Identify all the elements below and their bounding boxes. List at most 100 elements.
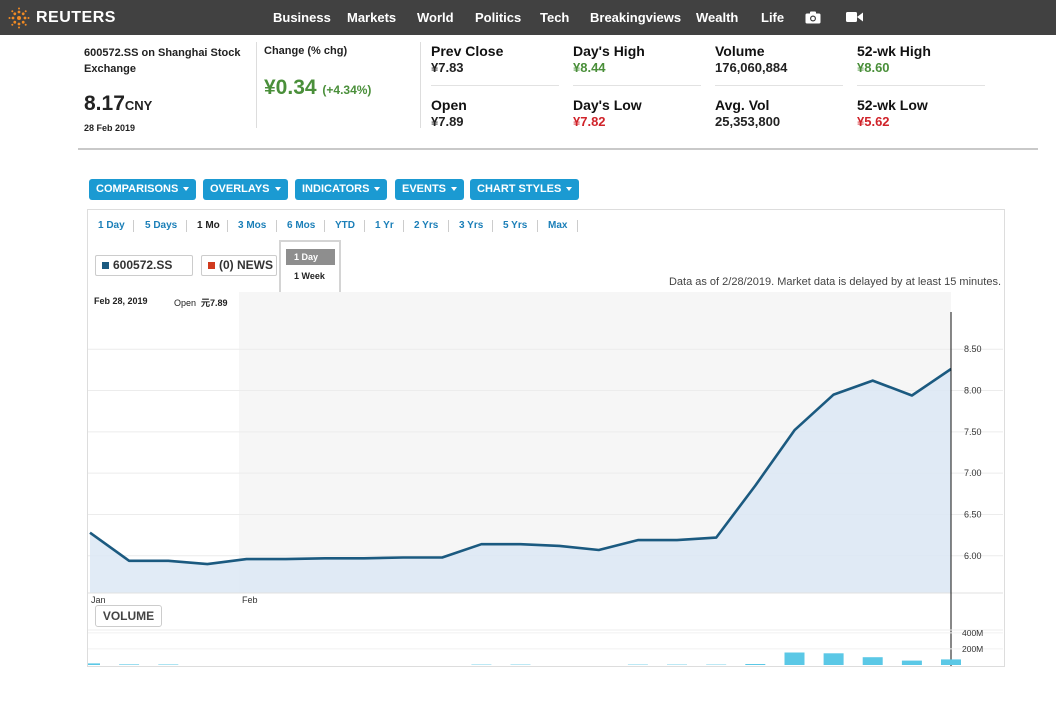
ohlc-low-value: 元7.82 [339, 298, 367, 308]
prev-close-value: ¥7.83 [431, 60, 464, 75]
events-button[interactable]: EVENTS [395, 179, 465, 200]
divider [448, 220, 449, 232]
range-5-yrs[interactable]: 5 Yrs [503, 220, 528, 231]
ohlc-high: High 元8.44 [248, 296, 298, 309]
divider [577, 220, 578, 232]
reuters-logo[interactable]: REUTERS [8, 7, 116, 29]
chart-styles-button[interactable]: CHART STYLES [470, 179, 580, 200]
interval-dropdown: 1 Day 1 Week [279, 240, 341, 295]
divider [492, 220, 493, 232]
range-1-day[interactable]: 1 Day [98, 220, 125, 231]
events-label: EVENTS [402, 183, 447, 195]
caret-down-icon [451, 187, 458, 192]
brand-name: REUTERS [36, 9, 116, 26]
range-3-yrs[interactable]: 3 Yrs [459, 220, 484, 231]
news-color-swatch [208, 262, 215, 270]
comparisons-label: COMPARISONS [96, 183, 179, 195]
change-percent: (+4.34%) [322, 83, 372, 97]
wk52-high-label: 52-wk High [857, 43, 931, 59]
nav-politics[interactable]: Politics [475, 10, 522, 25]
quote-date: 28 Feb 2019 [84, 123, 136, 133]
divider [227, 220, 228, 232]
caret-down-icon [183, 187, 190, 192]
nav-wealth[interactable]: Wealth [696, 10, 739, 25]
divider [276, 220, 277, 232]
caret-down-icon [274, 187, 281, 192]
divider [431, 85, 559, 86]
chart-styles-label: CHART STYLES [477, 183, 562, 195]
camera-icon[interactable] [805, 11, 821, 24]
volume-value: 176,060,884 [715, 60, 788, 75]
wk52-high-value: ¥8.60 [857, 60, 890, 75]
range-max[interactable]: Max [548, 220, 568, 231]
nav-breakingviews[interactable]: Breakingviews [590, 10, 682, 25]
ohlc-open-value: 元7.89 [201, 298, 228, 308]
change-value: ¥0.34 (+4.34%) [264, 76, 371, 100]
range-3-mos[interactable]: 3 Mos [238, 220, 267, 231]
nav-markets[interactable]: Markets [347, 10, 397, 25]
nav-world[interactable]: World [417, 10, 454, 25]
ohlc-low: Low 元7.82 [318, 296, 366, 309]
caret-down-icon [566, 187, 573, 192]
days-low-value: ¥7.82 [573, 114, 606, 129]
days-high-value: ¥8.44 [573, 60, 606, 75]
video-camera-icon[interactable] [846, 11, 863, 23]
news-legend-chip[interactable]: (0) NEWS [201, 255, 277, 276]
ohlc-date-value: Feb 28, 2019 [94, 296, 148, 306]
security-name: 600572.SS on Shanghai Stock Exchange [84, 47, 241, 75]
symbol-legend-label: 600572.SS [113, 258, 173, 272]
range-1-mo[interactable]: 1 Mo [197, 220, 220, 231]
range-6-mos[interactable]: 6 Mos [287, 220, 316, 231]
ohlc-low-label: Low [318, 298, 335, 308]
volume-toggle-button[interactable]: VOLUME [95, 605, 162, 627]
days-low-label: Day's Low [573, 97, 642, 113]
caret-down-icon [374, 187, 381, 192]
nav-life[interactable]: Life [761, 10, 785, 25]
overlays-button[interactable]: OVERLAYS [203, 179, 288, 200]
ohlc-volume-value: 176,060,884 [496, 296, 547, 306]
indicators-label: INDICATORS [302, 183, 370, 195]
ohlc-volume-label: Volume [461, 296, 492, 306]
divider [420, 42, 421, 128]
comparisons-button[interactable]: COMPARISONS [89, 179, 197, 200]
ohlc-date: Feb 28, 2019 [94, 296, 148, 306]
last-price: 8.17CNY [84, 92, 152, 116]
nav-business[interactable]: Business [273, 10, 331, 25]
open-value: ¥7.89 [431, 114, 464, 129]
interval-option[interactable]: 1 Week [294, 271, 325, 281]
divider [857, 85, 985, 86]
range-5-days[interactable]: 5 Days [145, 220, 178, 231]
divider [133, 220, 134, 232]
ohlc-close: Close 元8.17 [386, 296, 441, 309]
indicators-button[interactable]: INDICATORS [295, 179, 388, 200]
ohlc-close-label: Close [386, 298, 410, 308]
overlays-label: OVERLAYS [210, 183, 270, 195]
news-legend-label: (0) NEWS [219, 258, 273, 272]
wk52-low-label: 52-wk Low [857, 97, 928, 113]
ohlc-high-label: High [248, 298, 267, 308]
divider [403, 220, 404, 232]
volume-label: Volume [715, 43, 765, 59]
divider [324, 220, 325, 232]
ohlc-high-value: 元8.44 [271, 298, 299, 308]
prev-close-label: Prev Close [431, 43, 504, 59]
avg-vol-label: Avg. Vol [715, 97, 770, 113]
change-amount: ¥0.34 [264, 76, 317, 99]
wk52-low-value: ¥5.62 [857, 114, 890, 129]
days-high-label: Day's High [573, 43, 645, 59]
symbol-legend-chip[interactable]: 600572.SS [95, 255, 193, 276]
divider [537, 220, 538, 232]
avg-vol-value: 25,353,800 [715, 114, 781, 129]
last-price-value: 8.17 [84, 92, 125, 115]
top-navigation-bar: REUTERS Business Markets World Politics … [0, 0, 1056, 35]
nav-tech[interactable]: Tech [540, 10, 570, 25]
range-2-yrs[interactable]: 2 Yrs [414, 220, 439, 231]
data-delay-notice: Data as of 2/28/2019. Market data is del… [668, 276, 1001, 288]
ohlc-open: Open 元7.89 [174, 296, 228, 309]
divider [364, 220, 365, 232]
range-ytd[interactable]: YTD [335, 220, 355, 231]
ohlc-open-label: Open [174, 298, 197, 308]
range-1-yr[interactable]: 1 Yr [375, 220, 394, 231]
divider [573, 85, 701, 86]
interval-option-selected[interactable]: 1 Day [286, 249, 335, 265]
